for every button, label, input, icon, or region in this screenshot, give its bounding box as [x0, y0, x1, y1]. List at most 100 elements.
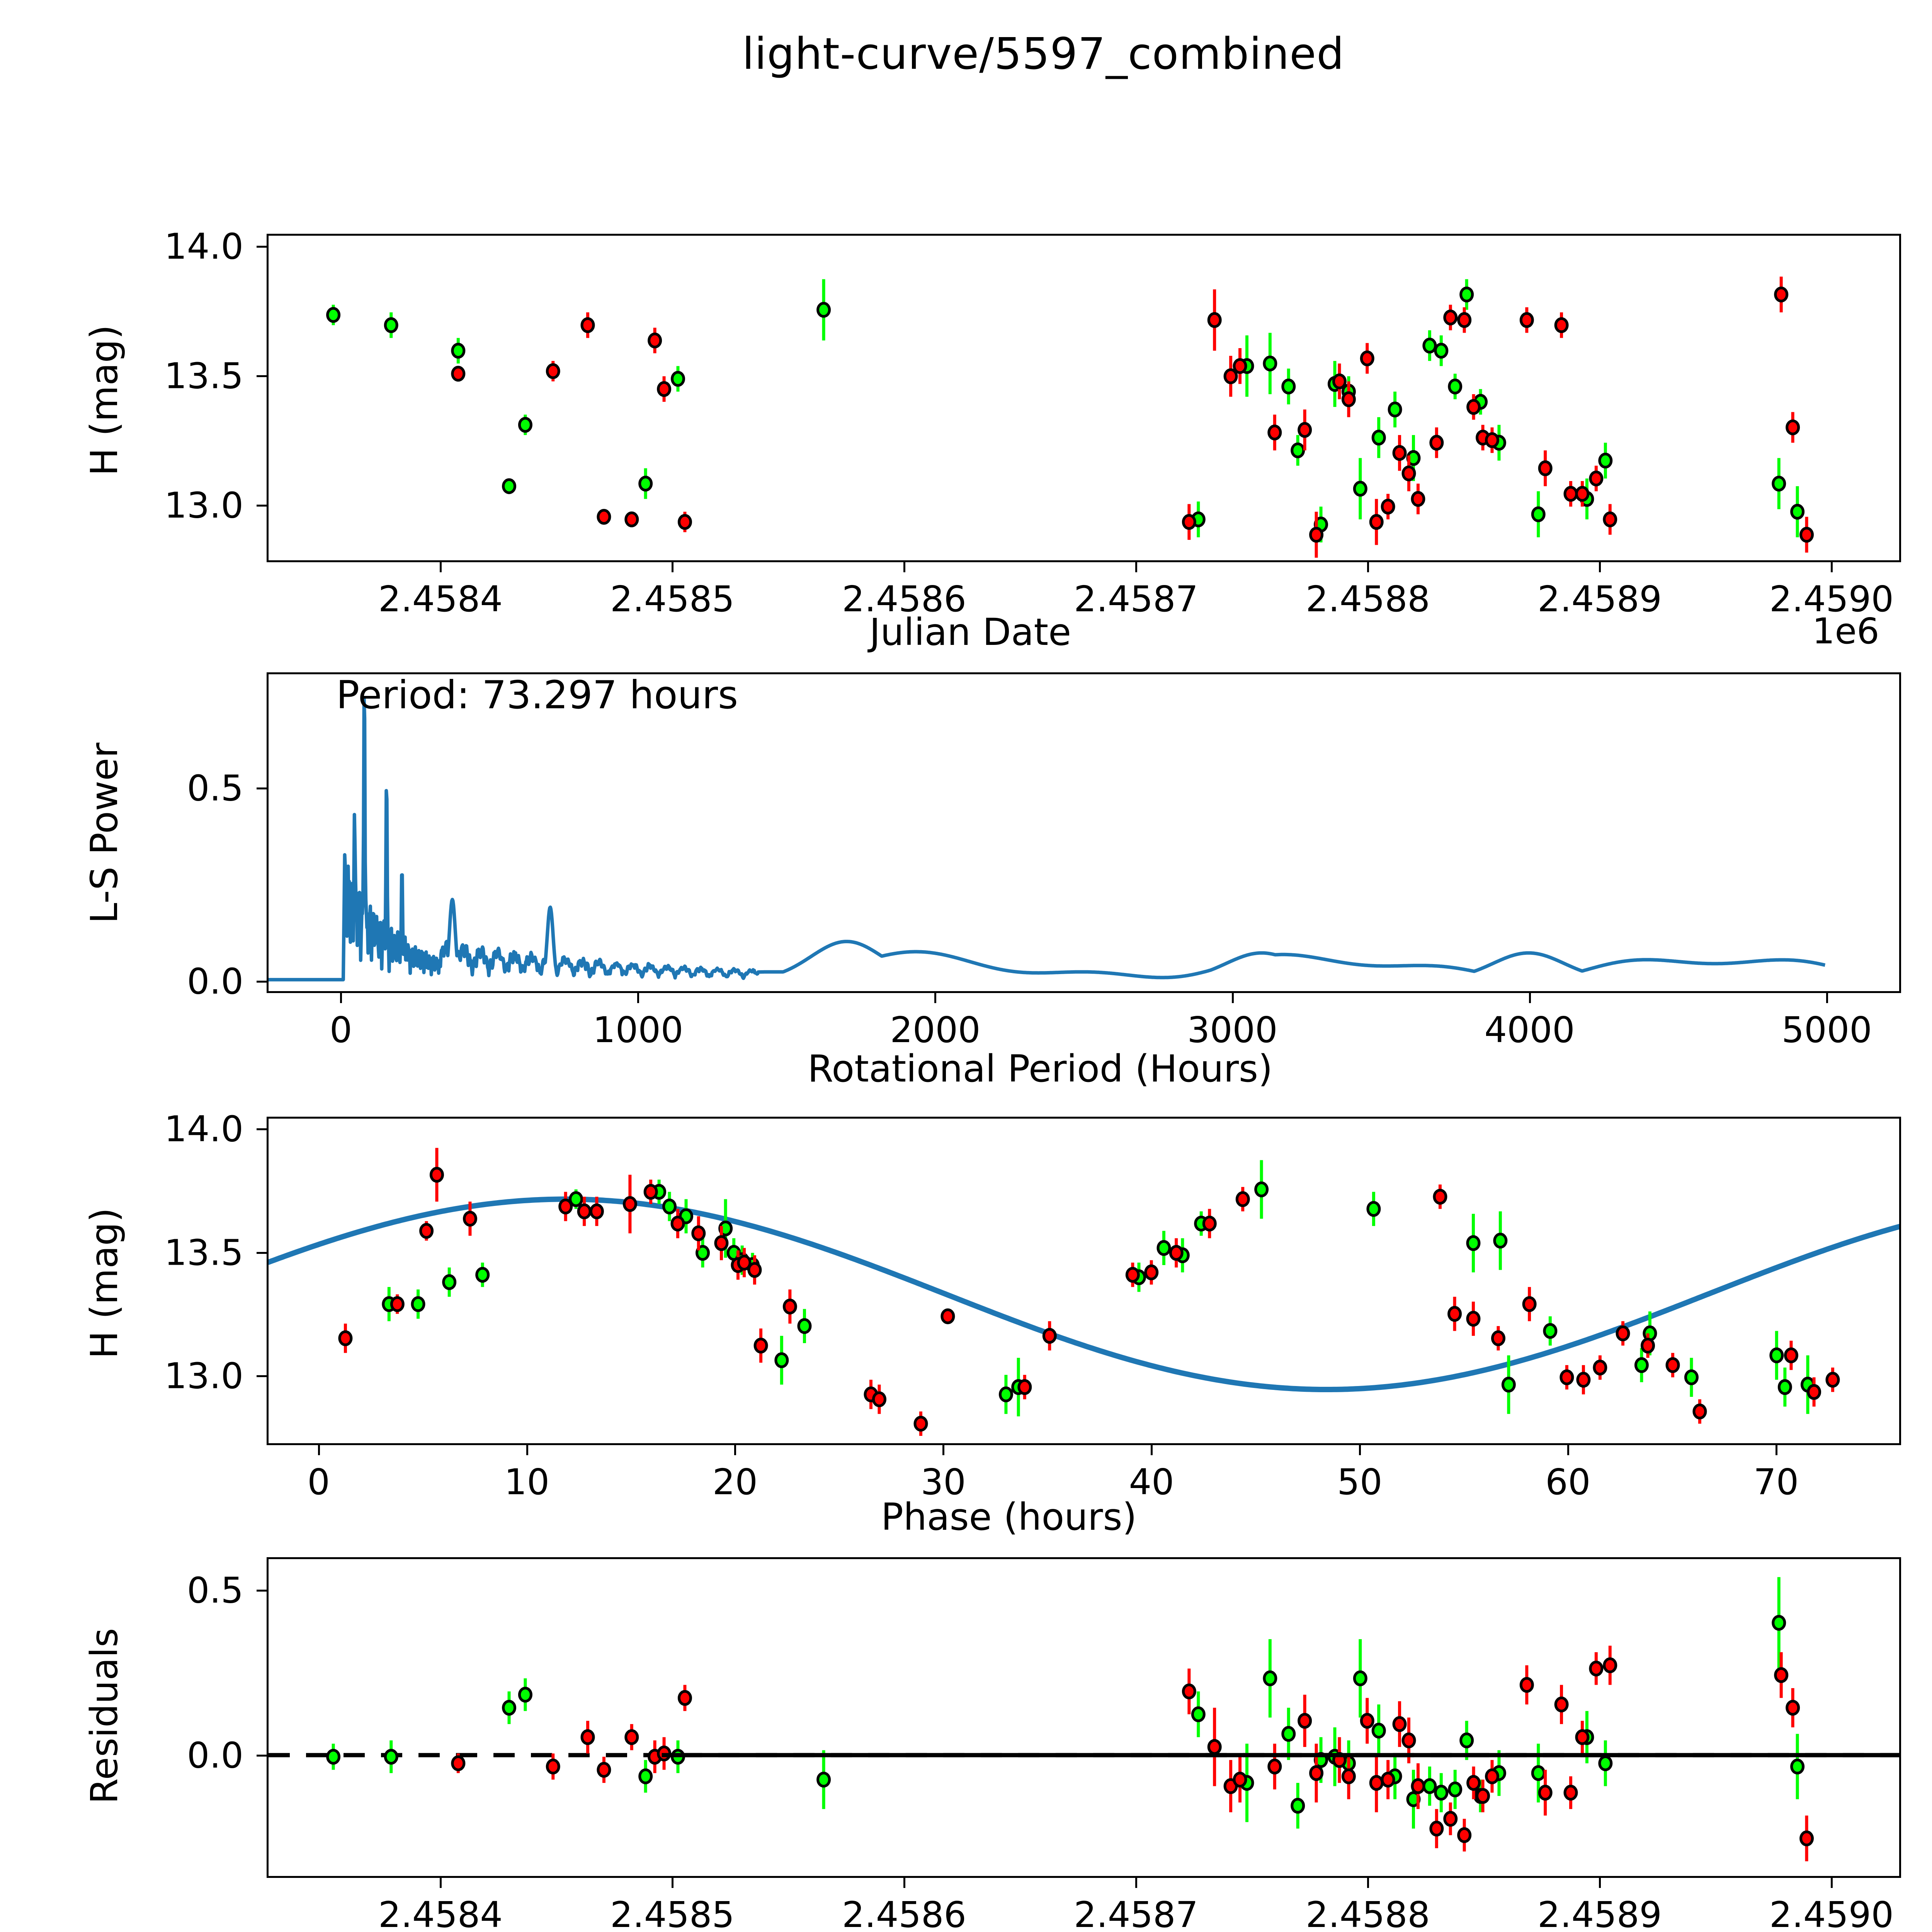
- lightcurve-xticklabel: 2.4585: [610, 578, 735, 620]
- data-point: [677, 1690, 692, 1706]
- data-point: [1563, 486, 1578, 502]
- data-point: [643, 1184, 658, 1200]
- data-point: [1042, 1328, 1057, 1344]
- lightcurve-xtickmark: [1599, 562, 1601, 572]
- phase-xtickmark: [734, 1445, 736, 1455]
- phase-xticklabel: 50: [1337, 1461, 1383, 1503]
- period-annotation: Period: 73.297 hours: [336, 672, 738, 718]
- data-point: [411, 1296, 425, 1312]
- phase-xticklabel: 0: [307, 1461, 330, 1503]
- data-point: [1360, 350, 1374, 366]
- data-point: [1447, 1306, 1462, 1322]
- data-point: [1353, 1670, 1367, 1687]
- residuals-panel: [267, 1557, 1901, 1878]
- lightcurve-yticklabel: 13.0: [164, 485, 243, 526]
- data-point: [1634, 1357, 1649, 1373]
- data-point: [1429, 1820, 1444, 1837]
- phase-xticklabel: 20: [712, 1461, 758, 1503]
- data-point: [1223, 368, 1238, 384]
- lightcurve-xticklabel: 2.4584: [378, 578, 503, 620]
- periodogram-yticklabel: 0.5: [187, 767, 243, 809]
- data-point: [782, 1298, 797, 1315]
- data-point: [1589, 1660, 1604, 1677]
- data-point: [1422, 337, 1437, 354]
- data-point: [1371, 1723, 1386, 1739]
- data-point: [1207, 1739, 1222, 1755]
- data-point: [1429, 435, 1444, 451]
- residuals-ytickmark: [257, 1589, 267, 1592]
- data-point: [1457, 312, 1472, 328]
- data-point: [580, 1729, 595, 1745]
- data-point: [1784, 1347, 1798, 1364]
- phase-ytickmark: [257, 1252, 267, 1254]
- data-point: [1466, 1311, 1481, 1327]
- residuals-data-layer: [326, 1577, 1814, 1861]
- residuals-xtickmark: [1599, 1878, 1601, 1888]
- data-point: [1298, 1713, 1312, 1729]
- data-point: [1774, 286, 1789, 303]
- data-point: [1381, 498, 1395, 515]
- figure-title: light-curve/5597_combined: [742, 29, 1345, 79]
- residuals-yticklabel: 0.0: [187, 1735, 243, 1776]
- periodogram-xtickmark: [1826, 993, 1828, 1003]
- data-point: [1538, 1784, 1553, 1801]
- data-point: [1459, 1732, 1474, 1748]
- phase-xlabel: Phase (hours): [881, 1495, 1137, 1539]
- data-point: [816, 302, 831, 318]
- data-point: [338, 1330, 353, 1346]
- data-point: [1799, 527, 1814, 543]
- data-point: [1360, 1713, 1374, 1729]
- lightcurve-yticklabel: 14.0: [164, 226, 243, 267]
- periodogram-xticklabel: 1000: [593, 1009, 684, 1051]
- data-point: [580, 317, 595, 333]
- data-point: [1538, 460, 1553, 476]
- residuals-xticklabel: 2.4585: [610, 1894, 735, 1932]
- data-point: [1144, 1264, 1159, 1281]
- data-point: [1191, 1706, 1206, 1723]
- data-point: [597, 1762, 611, 1778]
- data-point: [1281, 1726, 1296, 1742]
- data-point: [638, 476, 653, 492]
- data-point: [1531, 1765, 1546, 1781]
- data-point: [998, 1386, 1013, 1403]
- data-point: [1254, 1181, 1269, 1197]
- phase-xtickmark: [1359, 1445, 1361, 1455]
- data-point: [1182, 1683, 1196, 1699]
- periodogram-xtickmark: [1231, 993, 1234, 1003]
- phase_folded-series-red: [338, 1148, 1840, 1436]
- data-point: [502, 478, 517, 494]
- data-point: [1769, 1347, 1784, 1364]
- phase-xticklabel: 30: [920, 1461, 966, 1503]
- residuals-xtickmark: [903, 1878, 905, 1888]
- data-point: [774, 1352, 789, 1368]
- data-point: [1459, 286, 1474, 303]
- lightcurve-xtickmark: [672, 562, 673, 572]
- data-point: [1777, 1379, 1792, 1395]
- phase-xtickmark: [942, 1445, 945, 1455]
- data-point: [384, 1748, 398, 1765]
- data-point: [816, 1772, 831, 1788]
- data-point: [1554, 317, 1569, 333]
- lightcurve-data-layer: [326, 276, 1814, 558]
- lightcurve-ytickmark: [257, 246, 267, 248]
- data-point: [577, 1203, 592, 1219]
- data-point: [475, 1267, 490, 1283]
- lightcurve-xtickmark: [1367, 562, 1369, 572]
- lightcurve-xticklabel: 2.4586: [842, 578, 966, 620]
- residuals-x-offset-text: 1e6: [1812, 1926, 1879, 1932]
- lightcurve-ylabel: H (mag): [83, 325, 126, 476]
- data-point: [442, 1274, 457, 1290]
- data-point: [1401, 465, 1416, 481]
- periodogram-xtickmark: [934, 993, 937, 1003]
- data-point: [1332, 373, 1347, 389]
- data-point: [691, 1225, 706, 1242]
- data-point: [1603, 511, 1617, 527]
- data-point: [1575, 486, 1590, 502]
- data-point: [502, 1700, 517, 1716]
- lightcurve-xticklabel: 2.4589: [1537, 578, 1662, 620]
- data-point: [1448, 1781, 1463, 1798]
- data-point: [1411, 1778, 1425, 1794]
- data-point: [1263, 1670, 1277, 1687]
- data-point: [518, 1687, 532, 1703]
- data-point: [1476, 1788, 1490, 1804]
